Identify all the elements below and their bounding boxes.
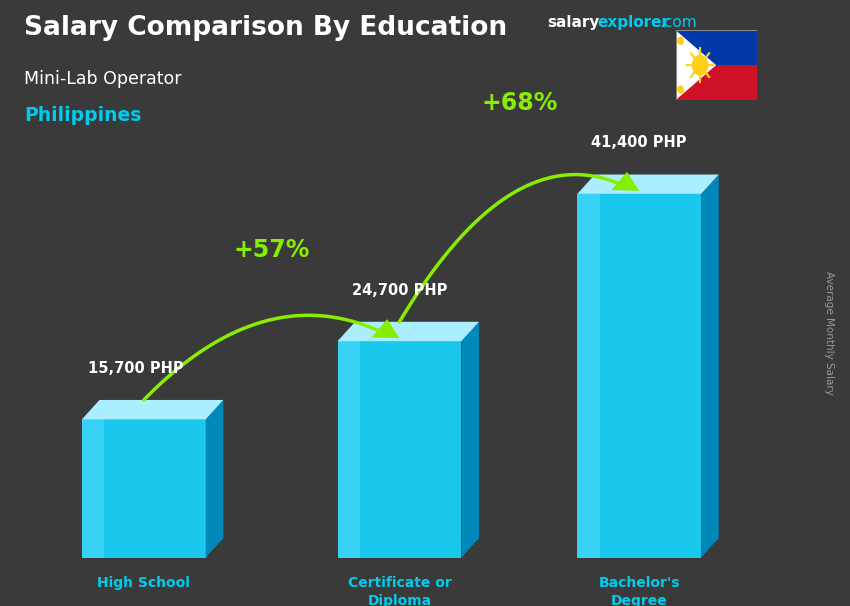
Text: High School: High School (98, 576, 190, 590)
Bar (676, 65, 756, 100)
Polygon shape (337, 322, 479, 341)
Text: 15,700 PHP: 15,700 PHP (88, 361, 184, 376)
Circle shape (693, 55, 707, 75)
Text: +57%: +57% (234, 238, 310, 262)
Circle shape (678, 86, 683, 93)
Text: explorer: explorer (598, 15, 670, 30)
Polygon shape (337, 341, 462, 558)
Text: 41,400 PHP: 41,400 PHP (592, 135, 687, 150)
Bar (676, 30, 756, 65)
Polygon shape (82, 419, 206, 558)
Polygon shape (82, 419, 105, 558)
Text: Certificate or
Diploma: Certificate or Diploma (348, 576, 451, 606)
Polygon shape (577, 194, 701, 558)
Circle shape (678, 38, 683, 44)
Text: Bachelor's
Degree: Bachelor's Degree (598, 576, 680, 606)
Polygon shape (611, 171, 639, 191)
Polygon shape (82, 400, 224, 419)
Polygon shape (676, 30, 716, 100)
Text: Mini-Lab Operator: Mini-Lab Operator (24, 70, 181, 88)
Polygon shape (371, 319, 399, 338)
Text: Philippines: Philippines (24, 106, 141, 125)
Text: .com: .com (659, 15, 697, 30)
Text: Average Monthly Salary: Average Monthly Salary (824, 271, 834, 395)
Polygon shape (701, 175, 719, 558)
Polygon shape (462, 322, 479, 558)
Polygon shape (577, 194, 599, 558)
Polygon shape (206, 400, 224, 558)
Polygon shape (337, 341, 360, 558)
Circle shape (703, 62, 708, 68)
Text: +68%: +68% (481, 91, 558, 115)
Text: 24,700 PHP: 24,700 PHP (352, 282, 447, 298)
Text: salary: salary (547, 15, 600, 30)
Polygon shape (577, 175, 719, 194)
Text: Salary Comparison By Education: Salary Comparison By Education (24, 15, 507, 41)
